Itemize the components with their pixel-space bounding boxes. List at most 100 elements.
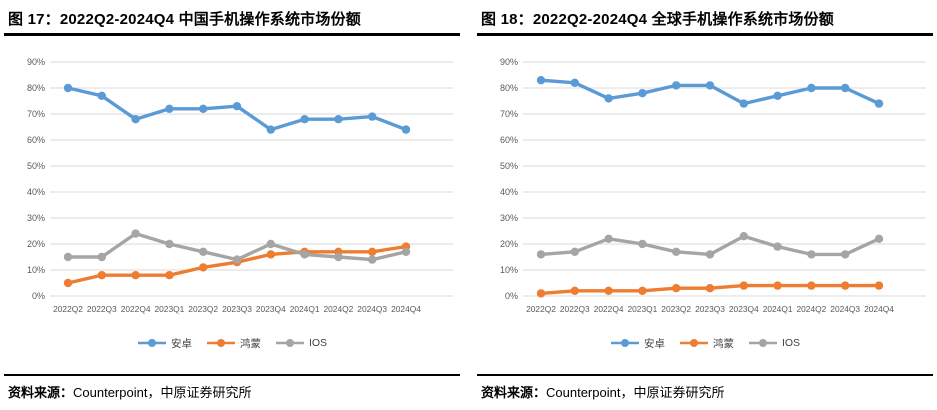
- legend-item-IOS: IOS: [748, 337, 800, 349]
- x-axis-tick-label: 2024Q2: [323, 304, 353, 314]
- y-axis-tick-label: 60%: [27, 135, 45, 145]
- figure-title: 图 18：2022Q2-2024Q4 全球手机操作系统市场份额: [481, 11, 834, 28]
- data-point-marker: [570, 247, 579, 256]
- data-point-marker: [604, 234, 613, 243]
- data-point-marker: [63, 278, 73, 288]
- data-point-marker: [97, 252, 107, 262]
- data-point-marker: [536, 250, 546, 259]
- global-os-share-line-chart: 0% 10% 20% 30% 40% 50% 60% 70% 80% 90% 2022Q2 2022Q…: [500, 57, 926, 314]
- data-point-marker: [841, 250, 850, 259]
- data-point-marker: [604, 94, 613, 103]
- legend-marker-icon: [275, 339, 304, 347]
- x-axis-tick-label: 2022Q2: [526, 304, 556, 314]
- data-point-marker: [368, 247, 377, 256]
- data-point-marker: [199, 104, 208, 113]
- data-point-marker: [63, 252, 73, 262]
- data-point-marker: [638, 239, 647, 249]
- y-axis-tick-label: 90%: [27, 57, 45, 67]
- data-point-marker: [874, 234, 884, 243]
- data-point-marker: [739, 99, 748, 108]
- data-point-marker: [807, 281, 816, 290]
- y-axis-tick-label: 20%: [27, 239, 45, 249]
- data-point-marker: [165, 104, 174, 113]
- legend-marker-icon: [748, 339, 777, 347]
- y-axis-tick-label: 80%: [500, 83, 518, 93]
- data-point-marker: [874, 99, 884, 108]
- data-point-marker: [401, 125, 411, 134]
- data-point-marker: [672, 247, 681, 256]
- data-point-marker: [570, 78, 579, 87]
- x-axis-tick-label: 2023Q2: [188, 304, 218, 314]
- data-point-marker: [705, 250, 715, 259]
- legend-label: 安卓: [643, 337, 665, 350]
- legend-label: 鸿蒙: [712, 337, 734, 350]
- data-point-marker: [199, 247, 208, 256]
- y-axis-tick-label: 60%: [500, 135, 518, 145]
- x-axis-tick-label: 2023Q3: [695, 304, 725, 314]
- data-point-marker: [604, 286, 613, 295]
- y-axis-tick-label: 10%: [500, 265, 518, 275]
- y-axis-tick-label: 50%: [500, 161, 518, 171]
- y-axis-tick-label: 90%: [500, 57, 518, 67]
- data-point-marker: [232, 102, 242, 111]
- data-point-marker: [705, 81, 715, 90]
- data-point-marker: [334, 115, 343, 124]
- chart-area: 0% 10% 20% 30% 40% 50% 60% 70% 80% 90% 2022Q2 2022Q…: [477, 36, 933, 328]
- legend-item-安卓: 安卓: [610, 336, 665, 351]
- x-axis-tick-label: 2024Q3: [357, 304, 387, 314]
- figure-title: 图 17：2022Q2-2024Q4 中国手机操作系统市场份额: [8, 11, 361, 28]
- data-point-marker: [368, 112, 377, 121]
- data-point-marker: [570, 286, 579, 295]
- x-axis-tick-label: 2023Q4: [729, 304, 759, 314]
- legend-label: IOS: [308, 337, 328, 349]
- data-point-marker: [672, 81, 681, 90]
- source-line: 资料来源：Counterpoint，中原证券研究所: [4, 376, 460, 403]
- source-label: 资料来源：: [481, 385, 547, 400]
- data-point-marker: [773, 281, 782, 290]
- data-point-marker: [773, 242, 782, 251]
- x-axis-tick-label: 2024Q1: [763, 304, 793, 314]
- x-axis-tick-label: 2023Q3: [222, 304, 252, 314]
- title-underline: [477, 33, 933, 36]
- x-axis-tick-label: 2024Q4: [391, 304, 421, 314]
- data-point-marker: [536, 76, 546, 85]
- source-label: 资料来源：: [8, 385, 74, 400]
- x-axis-tick-label: 2024Q1: [290, 304, 320, 314]
- source-text: Counterpoint，中原证券研究所: [546, 385, 725, 400]
- x-axis-tick-label: 2024Q4: [864, 304, 894, 314]
- data-point-marker: [131, 229, 140, 238]
- data-point-marker: [401, 247, 411, 256]
- legend-item-IOS: IOS: [275, 337, 327, 349]
- data-point-marker: [807, 250, 816, 259]
- y-axis-tick-label: 40%: [500, 187, 518, 197]
- data-point-marker: [638, 286, 647, 295]
- y-axis-tick-label: 50%: [27, 161, 45, 171]
- data-point-marker: [874, 281, 884, 290]
- data-point-marker: [165, 271, 174, 280]
- x-axis-tick-label: 2023Q4: [256, 304, 286, 314]
- y-axis-tick-label: 70%: [500, 109, 518, 119]
- x-axis-tick-label: 2024Q2: [796, 304, 826, 314]
- data-point-marker: [199, 263, 208, 272]
- x-axis-tick-label: 2022Q4: [594, 304, 624, 314]
- y-axis-tick-label: 70%: [27, 109, 45, 119]
- legend-marker-icon: [610, 339, 639, 347]
- data-point-marker: [165, 239, 174, 249]
- legend-marker-icon: [206, 339, 235, 347]
- data-point-marker: [63, 83, 73, 93]
- y-axis-tick-label: 0%: [32, 291, 45, 301]
- data-point-marker: [739, 281, 748, 290]
- y-axis-tick-label: 80%: [27, 83, 45, 93]
- data-point-marker: [334, 252, 343, 262]
- source-line: 资料来源：Counterpoint，中原证券研究所: [477, 376, 933, 403]
- data-point-marker: [266, 239, 275, 249]
- figure-17-china-os-share: 图 17：2022Q2-2024Q4 中国手机操作系统市场份额 0% 10% 20%…: [4, 5, 460, 403]
- data-point-marker: [131, 115, 140, 124]
- legend-item-鸿蒙: 鸿蒙: [206, 336, 261, 351]
- data-point-marker: [368, 255, 377, 264]
- data-point-marker: [266, 250, 275, 259]
- data-point-marker: [638, 89, 647, 98]
- source-text: Counterpoint，中原证券研究所: [73, 385, 252, 400]
- legend-item-鸿蒙: 鸿蒙: [679, 336, 734, 351]
